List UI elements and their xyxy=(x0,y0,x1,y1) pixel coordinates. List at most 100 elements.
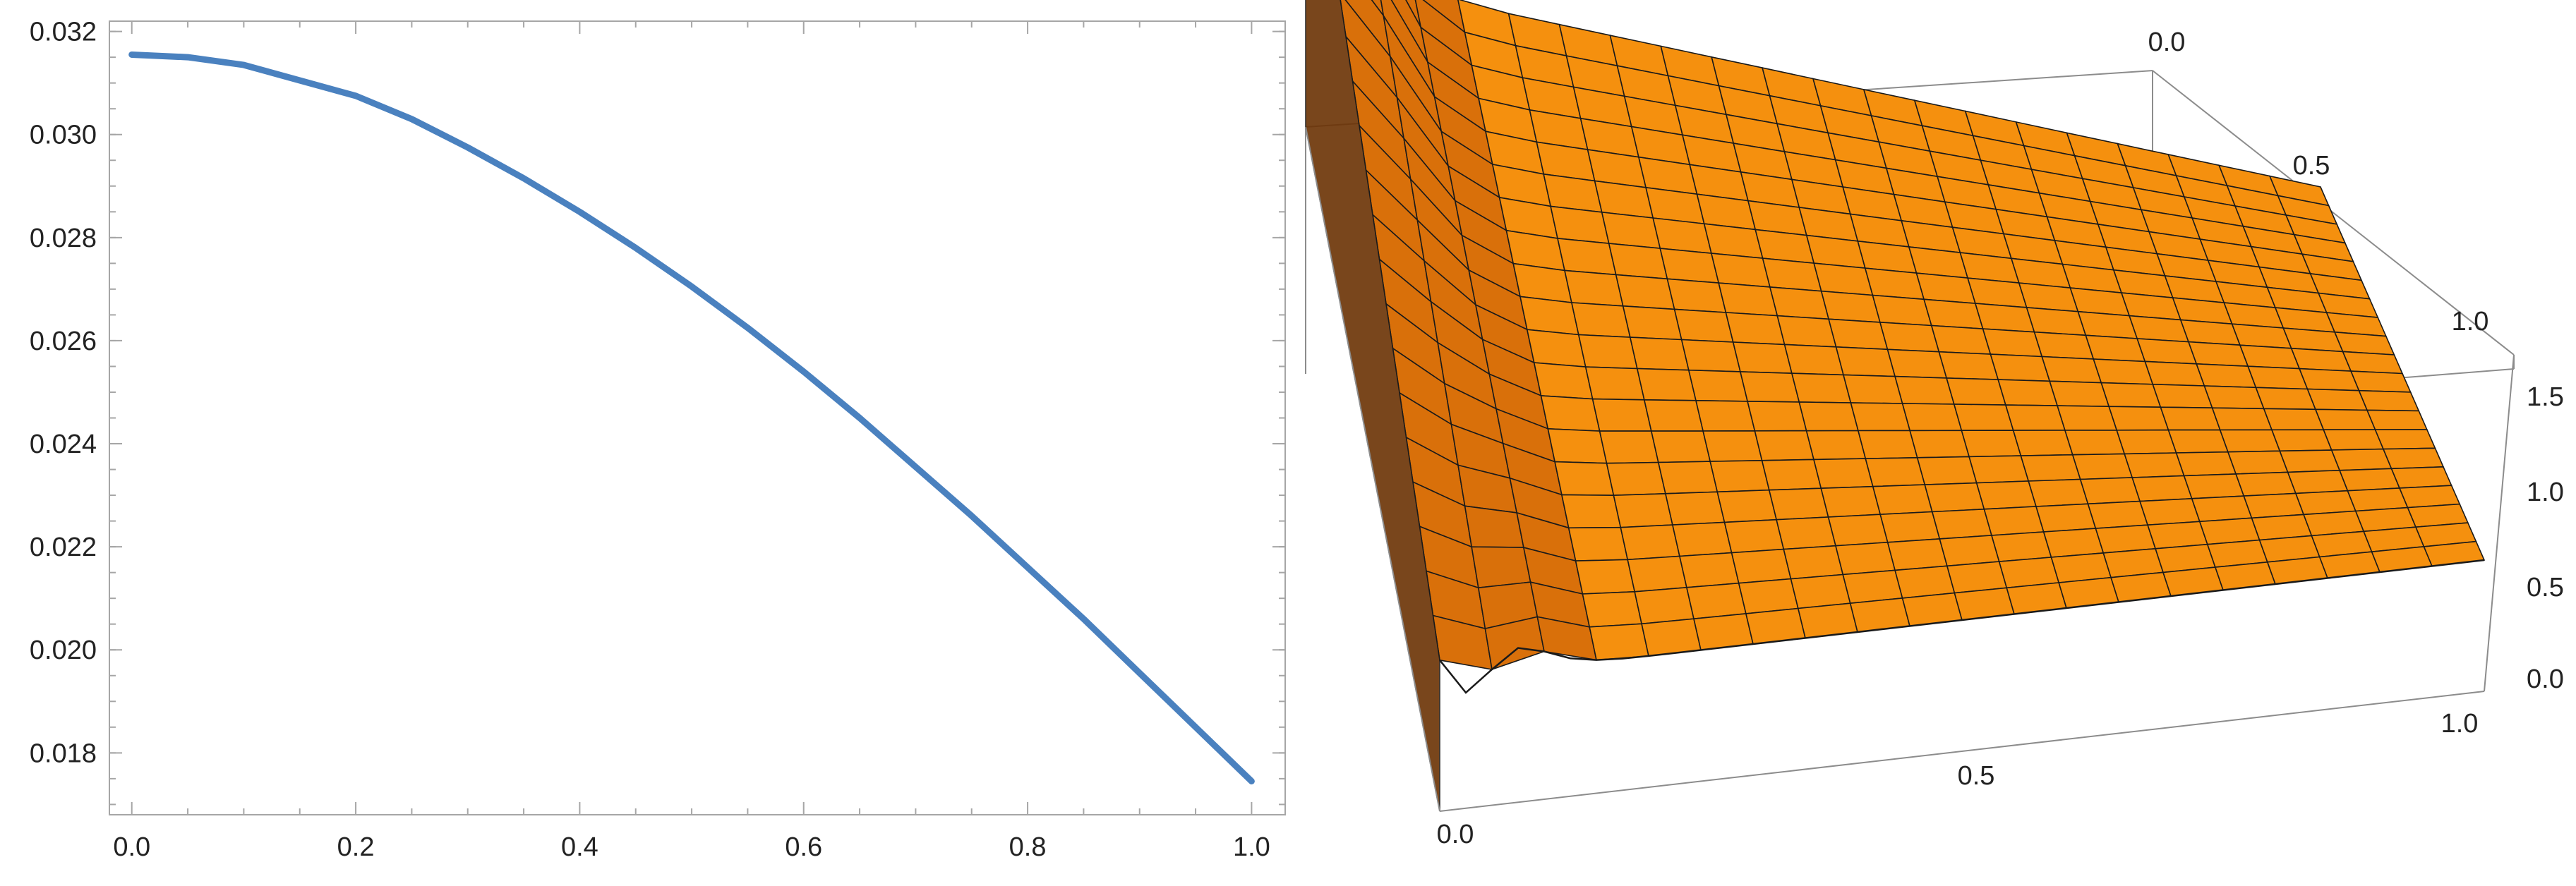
surface-patch xyxy=(1464,505,1524,548)
surface-patch xyxy=(1909,430,1970,459)
surface-patch xyxy=(2279,449,2341,473)
surface-patch xyxy=(1879,511,1941,543)
surface-patch xyxy=(1931,508,1993,540)
box-front-edges xyxy=(1305,126,2515,812)
surface-patch xyxy=(1671,521,1733,557)
surface-patch xyxy=(1961,430,2022,458)
surface-patch xyxy=(2423,540,2486,567)
surface-patch xyxy=(1901,403,1963,432)
surface-patch xyxy=(2095,524,2157,554)
surface-patch xyxy=(1783,344,1845,376)
surface-patch xyxy=(1615,274,1675,310)
surface-axis-ticks: 0.0 0.5 1.0 0.0 0.5 1.0 0.0 0.5 1.0 1.5 xyxy=(1437,28,2564,849)
z-tick-label: 0.5 xyxy=(2527,573,2564,602)
series-layer xyxy=(128,51,1255,784)
surface-patch xyxy=(2382,447,2445,470)
surface-patch xyxy=(2179,319,2241,346)
surface-patch xyxy=(2020,454,2081,482)
surface-patch xyxy=(1591,398,1652,432)
surface-patch xyxy=(1584,366,1645,401)
surface-patch xyxy=(2028,478,2089,507)
surface-patch xyxy=(1709,459,1770,493)
surface-patch xyxy=(2243,492,2305,519)
y-tick-label: 0.024 xyxy=(30,430,97,459)
line-chart: 0.0 0.2 0.4 0.6 0.8 1.0 0.0180.0200.0220.0240… xyxy=(30,18,1286,862)
surface-patch xyxy=(1828,318,1889,351)
surface-patch xyxy=(2203,385,2265,410)
surface-patch xyxy=(1754,430,1815,461)
surface-patch xyxy=(2187,341,2249,368)
surface-patch xyxy=(2167,429,2229,454)
surface-patch xyxy=(1710,253,1771,288)
surface-patch xyxy=(2330,448,2393,471)
surface-patch xyxy=(1678,552,1740,588)
surface-patch xyxy=(2042,528,2105,558)
surface-patch xyxy=(2347,487,2409,512)
surface-patch xyxy=(2255,387,2317,411)
surface-patch xyxy=(1563,269,1624,307)
surface-patch xyxy=(1974,303,2035,333)
surface-patch xyxy=(1666,278,1727,313)
surface-patch xyxy=(1842,374,1903,404)
x-tick-label: 1.0 xyxy=(1233,832,1270,862)
surface-patch xyxy=(2183,473,2245,499)
surface-patch xyxy=(1953,403,2014,432)
surface-patch xyxy=(2124,452,2185,478)
surface-patch xyxy=(1835,346,1896,377)
surface-patch xyxy=(1582,590,1643,628)
plot-frame xyxy=(109,20,1286,815)
surface-layer xyxy=(1305,0,2486,812)
surface-patch xyxy=(2263,408,2325,431)
surface-patch xyxy=(2041,356,2102,384)
surface-patch xyxy=(1634,586,1695,625)
surface-patch xyxy=(1554,461,1615,497)
surface-patch xyxy=(2136,338,2198,365)
surface-patch xyxy=(2004,404,2066,431)
surface-patch xyxy=(1798,401,1859,432)
surface-patch xyxy=(2234,471,2297,497)
surface-patch xyxy=(1857,430,1918,459)
surface-front-edge xyxy=(1439,559,2485,694)
surface-patch xyxy=(2290,347,2352,372)
surface-patch xyxy=(1629,336,1690,371)
surface-patch xyxy=(1526,329,1587,368)
surface-patch xyxy=(1731,548,1792,584)
surface-patch xyxy=(1776,516,1837,550)
x-tick-label: 0.0 xyxy=(113,832,150,862)
surface-patch xyxy=(1975,480,2038,510)
surface-patch xyxy=(1864,267,1925,301)
surface-patch xyxy=(1790,574,1851,609)
surface-patch xyxy=(1939,535,2000,567)
surface-patch xyxy=(1620,524,1680,561)
surface-patch xyxy=(2371,546,2433,573)
surface-patch xyxy=(2349,370,2412,393)
surface-patch xyxy=(1589,623,1649,661)
surface-patch xyxy=(1968,455,2030,484)
surface-patch xyxy=(1606,461,1666,497)
surface-patch xyxy=(1550,205,1610,245)
surface-patch xyxy=(1622,305,1683,341)
surface-patch xyxy=(1601,211,1661,250)
surface-patch xyxy=(2239,344,2301,370)
surface-patch xyxy=(1812,458,1874,490)
surface-patch xyxy=(1946,377,2006,406)
surface-patch xyxy=(2175,451,2237,477)
surface-patch xyxy=(1834,541,1896,576)
surface-patch xyxy=(1556,237,1617,276)
surface-chart: 0.0 0.5 1.0 0.0 0.5 1.0 0.0 0.5 1.0 1.5 xyxy=(1305,0,2564,849)
surface-patch xyxy=(1982,328,2043,358)
surface-patch xyxy=(1664,491,1726,526)
surface-patch xyxy=(1608,243,1668,280)
surface-patch xyxy=(1924,482,1985,513)
surface-patch xyxy=(2035,503,2097,533)
surface-patch xyxy=(1732,341,1793,375)
surface-patch xyxy=(2227,450,2289,475)
surface-patch xyxy=(2152,383,2213,409)
surface-patch xyxy=(1820,485,1882,518)
y-axis-ticks: 0.018 0.020 0.022 0.024 0.026 0.028 0.030 0.032 xyxy=(30,18,1285,806)
surface-patch xyxy=(1938,351,1999,380)
x-tick-label: 0.8 xyxy=(1009,832,1047,862)
surface-patch xyxy=(1762,257,1822,292)
